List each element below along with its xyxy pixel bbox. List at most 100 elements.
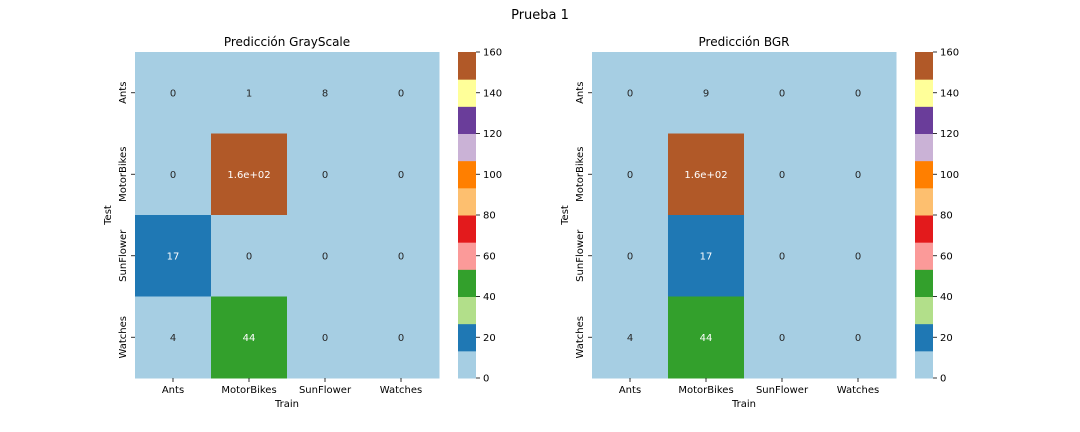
- cell-annotation: 17: [167, 251, 180, 262]
- cell-annotation: 0: [779, 170, 785, 181]
- heatmap-cell: [820, 52, 897, 134]
- heatmap-cell: [363, 296, 440, 379]
- x-axis-label: Train: [731, 399, 756, 410]
- heatmap-cell: [287, 133, 364, 216]
- cell-annotation: 4: [627, 333, 633, 344]
- heatmap-cell: [668, 52, 745, 134]
- colorbar-segment: [915, 133, 933, 162]
- cell-annotation: 0: [855, 170, 861, 181]
- x-tick-label: SunFlower: [756, 385, 809, 396]
- x-tick-label: MotorBikes: [221, 385, 276, 396]
- heatmap-title: Predicción GrayScale: [224, 35, 350, 49]
- colorbar-segment: [915, 350, 933, 379]
- heatmap-cell: [211, 133, 288, 216]
- figure-suptitle: Prueba 1: [511, 8, 569, 23]
- heatmap-cell: [592, 133, 669, 216]
- cell-annotation: 44: [243, 333, 256, 344]
- y-tick-label: Watches: [118, 316, 129, 359]
- colorbar-segment: [458, 350, 476, 379]
- cell-annotation: 17: [700, 251, 713, 262]
- colorbar-segment: [915, 52, 933, 80]
- colorbar-segment: [915, 296, 933, 325]
- colorbar-tick-label: 120: [483, 129, 502, 140]
- colorbar-tick-label: 160: [483, 48, 502, 59]
- colorbar-tick-label: 160: [940, 48, 959, 59]
- heatmap-cell: [820, 215, 897, 297]
- colorbar-tick-label: 0: [940, 374, 946, 385]
- colorbar-segment: [458, 323, 476, 352]
- cell-annotation: 0: [170, 88, 176, 99]
- cell-annotation: 4: [170, 333, 176, 344]
- cell-annotation: 0: [398, 251, 404, 262]
- colorbar-tick-label: 100: [483, 170, 502, 181]
- heatmap-cell: [135, 215, 212, 297]
- heatmap-cell: [744, 133, 821, 216]
- y-tick-label: SunFlower: [575, 229, 586, 282]
- cell-annotation: 0: [779, 88, 785, 99]
- colorbar-segment: [458, 269, 476, 297]
- y-axis-label: Test: [560, 205, 571, 226]
- cell-annotation: 0: [779, 251, 785, 262]
- cell-annotation: 44: [700, 333, 713, 344]
- y-tick-label: Ants: [118, 82, 129, 104]
- x-tick-label: MotorBikes: [678, 385, 733, 396]
- colorbar-segment: [458, 187, 476, 216]
- heatmap-cell: [592, 296, 669, 379]
- heatmap-cell: [592, 52, 669, 134]
- colorbar-tick-label: 40: [940, 292, 953, 303]
- y-tick-label: SunFlower: [118, 229, 129, 282]
- cell-annotation: 8: [322, 88, 328, 99]
- cell-annotation: 0: [627, 251, 633, 262]
- heatmap-cell: [668, 215, 745, 297]
- heatmap-cell: [135, 133, 212, 216]
- y-tick-label: Watches: [575, 316, 586, 359]
- cell-annotation: 0: [170, 170, 176, 181]
- y-tick-label: Ants: [575, 82, 586, 104]
- heatmap-cell: [211, 52, 288, 134]
- cell-annotation: 0: [322, 251, 328, 262]
- y-tick-label: MotorBikes: [575, 147, 586, 202]
- colorbar-segment: [915, 79, 933, 107]
- cell-annotation: 0: [398, 170, 404, 181]
- colorbar-tick-label: 0: [483, 374, 489, 385]
- cell-annotation: 0: [779, 333, 785, 344]
- colorbar-tick-label: 20: [940, 333, 953, 344]
- cell-annotation: 1.6e+02: [684, 170, 727, 181]
- colorbar-segment: [458, 242, 476, 270]
- colorbar-segment: [458, 52, 476, 80]
- colorbar-segment: [458, 79, 476, 107]
- colorbar-segment: [458, 133, 476, 162]
- colorbar-tick-label: 60: [940, 251, 953, 262]
- colorbar-segment: [458, 296, 476, 325]
- colorbar-tick-label: 80: [940, 211, 953, 222]
- cell-annotation: 0: [855, 333, 861, 344]
- heatmap-cell: [135, 296, 212, 379]
- heatmap-cell: [744, 52, 821, 134]
- heatmap-cell: [287, 215, 364, 297]
- colorbar-tick-label: 20: [483, 333, 496, 344]
- cell-annotation: 0: [398, 333, 404, 344]
- cell-annotation: 0: [855, 251, 861, 262]
- cell-annotation: 0: [855, 88, 861, 99]
- colorbar-segment: [458, 106, 476, 134]
- colorbar-tick-label: 40: [483, 292, 496, 303]
- cell-annotation: 0: [246, 251, 252, 262]
- colorbar-segment: [915, 187, 933, 216]
- cell-annotation: 0: [322, 170, 328, 181]
- x-tick-label: SunFlower: [299, 385, 352, 396]
- cell-annotation: 1: [246, 88, 252, 99]
- heatmap-title: Predicción BGR: [699, 35, 790, 49]
- cell-annotation: 1.6e+02: [227, 170, 270, 181]
- heatmap-cell: [211, 296, 288, 379]
- heatmap-cell: [363, 52, 440, 134]
- colorbar-tick-label: 120: [940, 129, 959, 140]
- cell-annotation: 9: [703, 88, 709, 99]
- heatmap-cell: [135, 52, 212, 134]
- x-axis-label: Train: [274, 399, 299, 410]
- heatmap-cell: [668, 296, 745, 379]
- colorbar-segment: [458, 215, 476, 243]
- cell-annotation: 0: [627, 170, 633, 181]
- heatmap-cell: [363, 133, 440, 216]
- heatmap-cell: [287, 52, 364, 134]
